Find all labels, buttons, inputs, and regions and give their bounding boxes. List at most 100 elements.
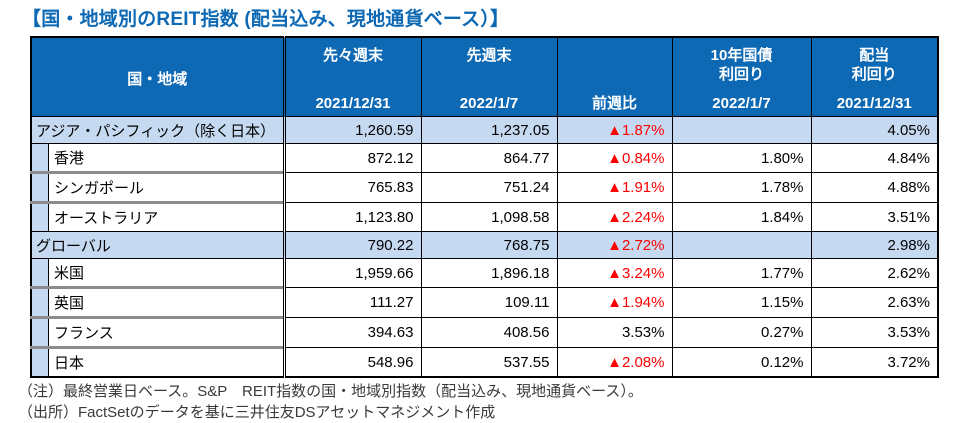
cell-change: ▲1.91% (556, 172, 673, 203)
cell-bond-yield: 1.84% (671, 202, 812, 232)
region-name-label: 香港 (54, 150, 85, 167)
cell-prev: 1,237.05 (420, 116, 558, 144)
region-name: アジア・パシフィック（除く日本） (30, 116, 286, 144)
header-div-label-line1: 配当 (859, 47, 890, 64)
header-div-label-line2: 利回り (851, 65, 897, 83)
header-change-label: 前週比 (591, 95, 637, 112)
region-name-label: シンガポール (54, 180, 145, 197)
cell-bond-yield: 1.78% (671, 172, 812, 203)
header-bond-label-line2: 利回り (718, 65, 764, 83)
cell-bond-yield: 0.27% (671, 317, 812, 348)
table-row-australia: オーストラリア 1,123.80 1,098.58 ▲2.24% 1.84% 3… (30, 201, 939, 232)
region-name: シンガポール (30, 171, 286, 203)
header-region: 国・地域 (30, 36, 286, 117)
table-row-global: グローバル 790.22 768.75 ▲2.72% 2.98% (30, 231, 939, 259)
region-name-label: 日本 (54, 355, 85, 372)
cell-change: ▲2.08% (556, 347, 673, 378)
page-title: 【国・地域別のREIT指数 (配当込み、現地通貨ベース）】 (22, 9, 510, 30)
reit-index-table: 国・地域 先々週末 2021/12/31 先週末 2022/1/7 前週比 (30, 36, 939, 378)
cell-prev2: 872.12 (283, 143, 422, 173)
cell-change: ▲2.24% (556, 202, 673, 232)
cell-prev2: 790.22 (283, 231, 422, 259)
header-week-change: 前週比 (556, 36, 673, 117)
table-row-hongkong: 香港 872.12 864.77 ▲0.84% 1.80% 4.84% (30, 143, 939, 173)
cell-prev: 751.24 (420, 172, 558, 203)
cell-prev2: 1,959.66 (283, 258, 422, 288)
table-body: アジア・パシフィック（除く日本） 1,260.59 1,237.05 ▲1.87… (30, 116, 939, 378)
cell-bond-yield: 1.77% (671, 258, 812, 288)
cell-prev2: 765.83 (283, 172, 422, 203)
header-last-week: 先週末 2022/1/7 (420, 36, 558, 117)
cell-change: ▲1.94% (556, 287, 673, 318)
header-bond-label: 10年国債 利回り (711, 47, 773, 85)
header-prev-date: 2022/1/7 (459, 95, 519, 112)
cell-prev2: 111.27 (283, 287, 422, 318)
region-name-label: 英国 (54, 295, 85, 312)
cell-prev: 408.56 (420, 317, 558, 348)
header-prev2-label: 先々週末 (322, 47, 383, 64)
region-name-label: オーストラリア (54, 210, 159, 227)
indent-strip (32, 144, 49, 171)
indent-strip (32, 349, 49, 376)
cell-div-yield: 4.88% (810, 172, 939, 203)
cell-prev: 109.11 (420, 287, 558, 318)
header-prev-label: 先週末 (466, 47, 512, 64)
region-name-label: 米国 (54, 265, 85, 282)
footnote-source-note: （注）最終営業日ベース。S&P REIT指数の国・地域別指数（配当込み、現地通貨… (18, 383, 643, 400)
header-region-label: 国・地域 (127, 70, 188, 88)
table-row-asia-pacific: アジア・パシフィック（除く日本） 1,260.59 1,237.05 ▲1.87… (30, 116, 939, 144)
region-name: 米国 (30, 258, 286, 288)
cell-bond-yield (671, 231, 812, 259)
region-name: 英国 (30, 286, 286, 318)
indent-strip (32, 319, 49, 346)
region-name: 日本 (30, 346, 286, 378)
table-row-france: フランス 394.63 408.56 3.53% 0.27% 3.53% (30, 316, 939, 348)
table-row-japan: 日本 548.96 537.55 ▲2.08% 0.12% 3.72% (30, 346, 939, 378)
cell-div-yield: 3.53% (810, 317, 939, 348)
cell-change: ▲3.24% (556, 258, 673, 288)
region-name: グローバル (30, 231, 286, 259)
table-row-singapore: シンガポール 765.83 751.24 ▲1.91% 1.78% 4.88% (30, 171, 939, 203)
cell-div-yield: 2.98% (810, 231, 939, 259)
cell-bond-yield: 1.80% (671, 143, 812, 173)
header-div-label: 配当 利回り (852, 47, 897, 85)
cell-change: ▲2.72% (556, 231, 673, 259)
header-div-date: 2021/12/31 (836, 95, 912, 112)
cell-prev: 1,896.18 (420, 258, 558, 288)
header-dividend-yield: 配当 利回り 2021/12/31 (810, 36, 939, 117)
region-name-label: フランス (54, 325, 114, 342)
cell-div-yield: 2.63% (810, 287, 939, 318)
region-name: 香港 (30, 143, 286, 173)
cell-prev: 864.77 (420, 143, 558, 173)
footnotes: （注）最終営業日ベース。S&P REIT指数の国・地域別指数（配当込み、現地通貨… (18, 382, 966, 423)
table-header: 国・地域 先々週末 2021/12/31 先週末 2022/1/7 前週比 (30, 36, 939, 117)
footnote-attribution: （出所）FactSetのデータを基に三井住友DSアセットマネジメント作成 (18, 403, 496, 421)
indent-strip (32, 174, 49, 201)
header-bond-date: 2022/1/7 (712, 95, 771, 112)
cell-bond-yield (671, 116, 812, 144)
header-bond-label-line1: 10年国債 (710, 47, 773, 64)
cell-prev2: 394.63 (283, 317, 422, 348)
header-prev2-date: 2021/12/31 (315, 95, 391, 112)
table-row-uk: 英国 111.27 109.11 ▲1.94% 1.15% 2.63% (30, 286, 939, 318)
table-row-us: 米国 1,959.66 1,896.18 ▲3.24% 1.77% 2.62% (30, 258, 939, 288)
cell-div-yield: 4.84% (810, 143, 939, 173)
cell-prev2: 548.96 (283, 347, 422, 378)
cell-bond-yield: 0.12% (671, 347, 812, 378)
cell-prev: 537.55 (420, 347, 558, 378)
region-name: オーストラリア (30, 201, 286, 232)
cell-div-yield: 3.72% (810, 347, 939, 378)
cell-bond-yield: 1.15% (671, 287, 812, 318)
cell-change: ▲1.87% (556, 116, 673, 144)
indent-strip (32, 204, 49, 231)
indent-strip (32, 259, 49, 286)
cell-div-yield: 3.51% (810, 202, 939, 232)
cell-prev2: 1,123.80 (283, 202, 422, 232)
cell-prev: 1,098.58 (420, 202, 558, 232)
cell-prev2: 1,260.59 (283, 116, 422, 144)
header-10y-bond-yield: 10年国債 利回り 2022/1/7 (671, 36, 812, 117)
region-name: フランス (30, 316, 286, 348)
header-week-before-last: 先々週末 2021/12/31 (283, 36, 422, 117)
cell-div-yield: 2.62% (810, 258, 939, 288)
header-row: 国・地域 先々週末 2021/12/31 先週末 2022/1/7 前週比 (30, 36, 939, 117)
